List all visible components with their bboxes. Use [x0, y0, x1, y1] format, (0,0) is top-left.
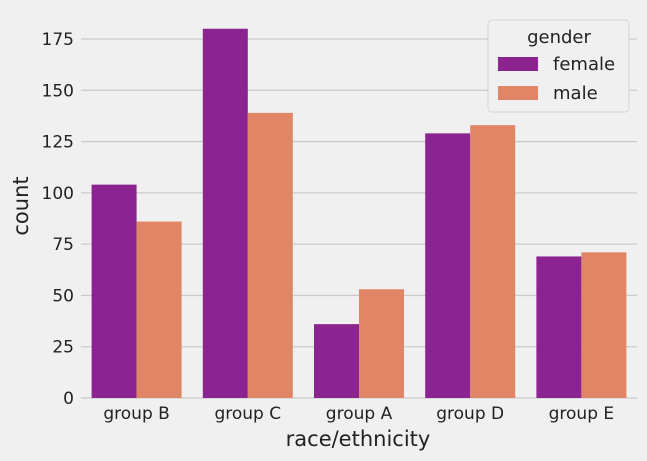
x-tick-label-group-D: group D	[436, 404, 504, 424]
legend-swatch-female	[498, 57, 538, 71]
legend-label-male: male	[553, 83, 598, 104]
bar-male-group-B	[136, 221, 182, 398]
bar-male-group-D	[470, 125, 516, 398]
legend-title: gender	[527, 27, 591, 48]
x-tick-label-group-B: group B	[103, 404, 169, 424]
x-tick-label-group-C: group C	[214, 404, 281, 424]
bar-male-group-A	[359, 289, 404, 398]
x-axis-label: race/ethnicity	[286, 427, 431, 451]
bar-female-group-A	[314, 324, 359, 398]
bar-male-group-E	[581, 252, 627, 398]
x-tick-label-group-A: group A	[326, 404, 393, 424]
legend-swatch-male	[498, 86, 538, 100]
x-tick-labels: group B group C group A group D group E	[103, 404, 614, 424]
bar-male-group-C	[247, 112, 293, 398]
y-tick-label-50: 50	[52, 286, 74, 306]
y-tick-label-125: 125	[42, 133, 74, 153]
x-tick-label-group-E: group E	[549, 404, 615, 424]
bar-female-group-C	[202, 28, 248, 398]
y-tick-label-25: 25	[52, 338, 74, 358]
y-tick-label-100: 100	[42, 184, 74, 204]
legend-label-female: female	[553, 54, 615, 75]
y-axis-label: count	[9, 176, 33, 235]
y-tick-label-150: 150	[42, 81, 74, 101]
legend: gender female male	[487, 19, 630, 113]
y-tick-label-0: 0	[63, 389, 74, 409]
bars	[91, 28, 627, 398]
bar-female-group-E	[536, 256, 582, 398]
y-tick-label-175: 175	[42, 30, 74, 50]
bar-female-group-B	[91, 184, 137, 398]
y-tick-label-75: 75	[52, 235, 74, 255]
y-tick-labels: 0 25 50 75 100 125 150 175	[42, 30, 74, 409]
bar-female-group-D	[425, 133, 471, 398]
